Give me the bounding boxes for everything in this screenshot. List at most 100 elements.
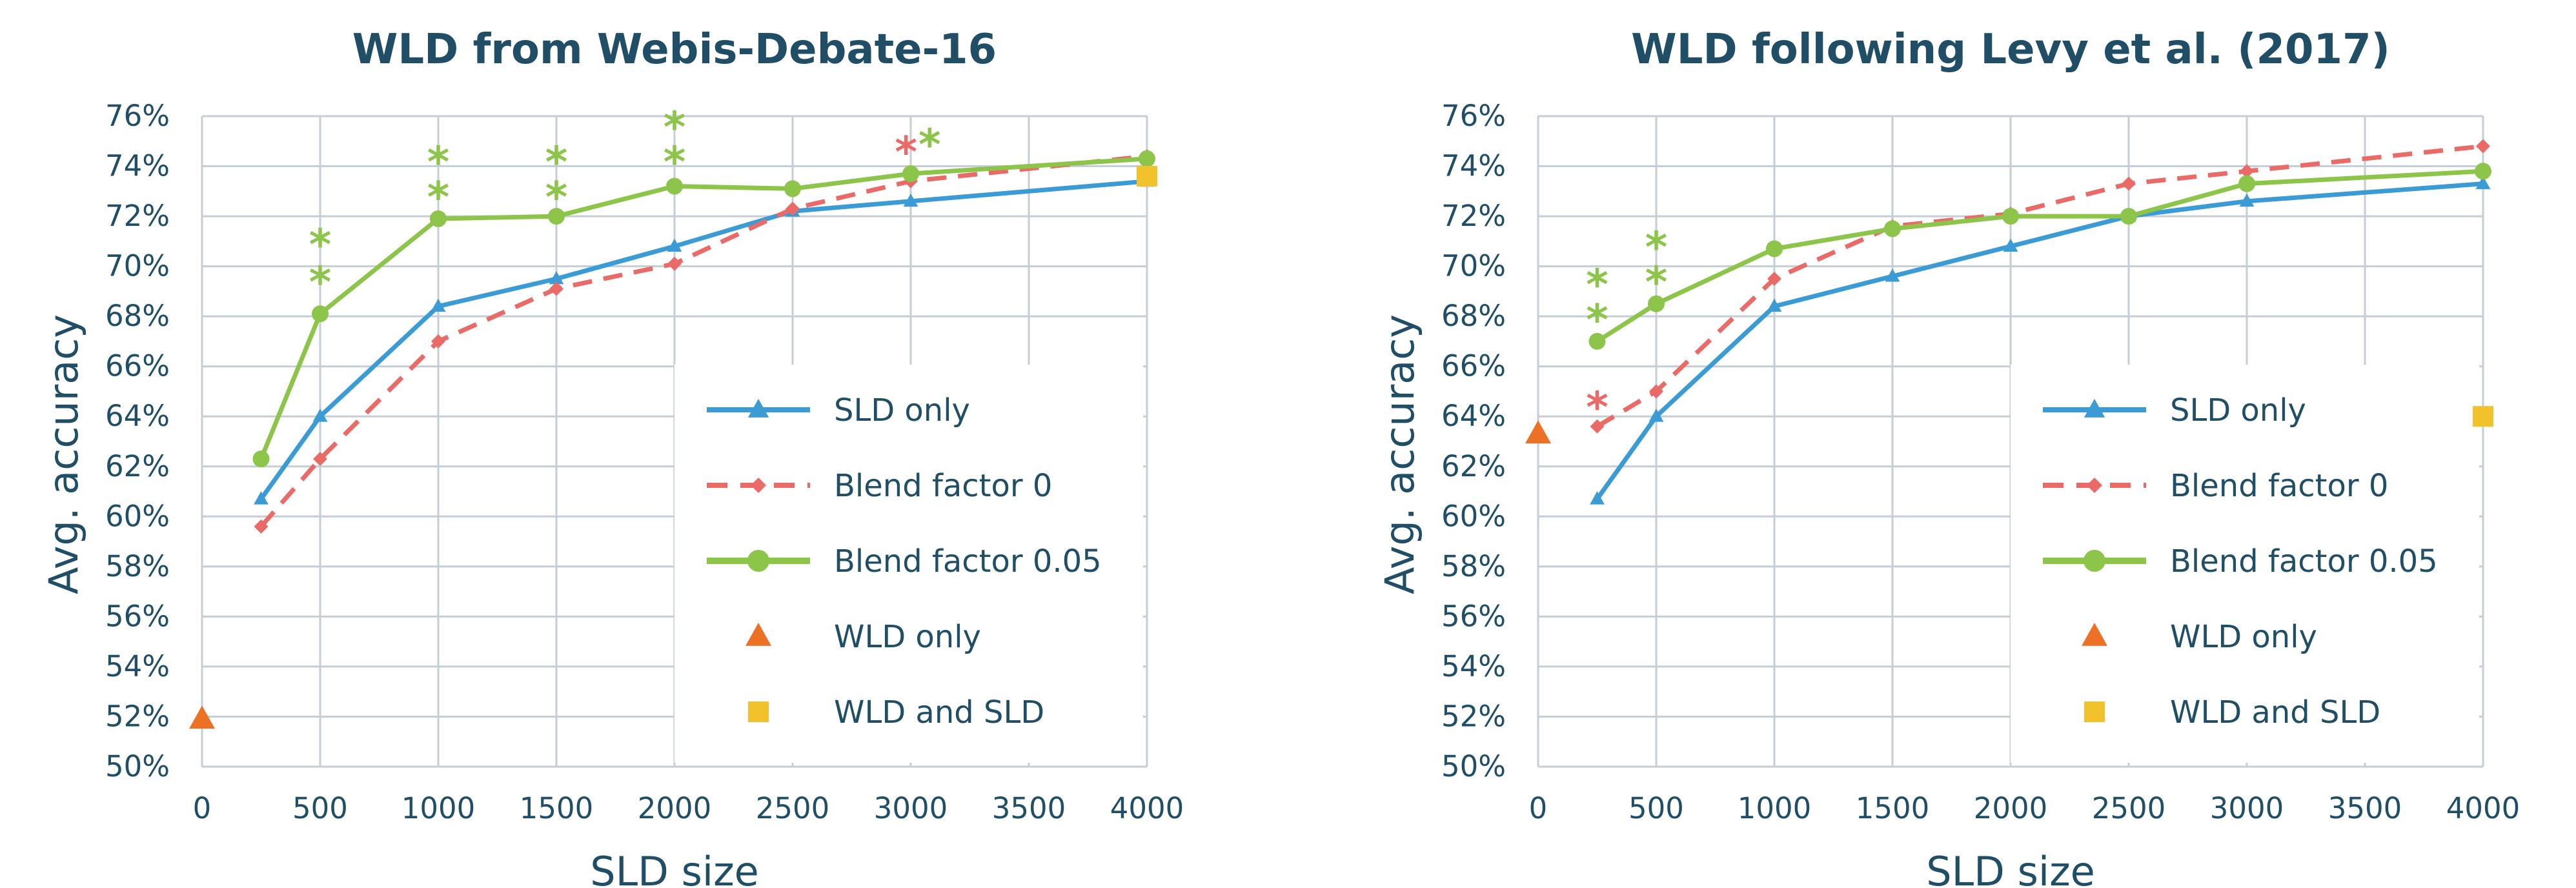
x-tick-label: 1500 [1856, 791, 1930, 825]
chart-title: WLD following Levy et al. (2017) [1631, 26, 2390, 74]
series-line-blend_0 [259, 154, 1148, 529]
legend-marker-blend_005 [2084, 550, 2105, 572]
legend-label-wld_only: WLD only [2170, 619, 2317, 655]
x-axis-label: SLD size [590, 848, 759, 888]
data-point-blend_005 [2238, 175, 2255, 192]
y-tick-label: 66% [105, 349, 170, 383]
y-tick-label: 56% [105, 599, 170, 633]
legend-label-wld_only: WLD only [834, 619, 981, 655]
data-point-wld_only [189, 705, 215, 729]
significance-marker: * [895, 128, 917, 177]
chart-panel-2: WLD following Levy et al. (2017) 50% 52% 54… [1376, 26, 2520, 888]
y-tick-label: 72% [1441, 199, 1506, 233]
x-tick-label: 4000 [2446, 791, 2520, 825]
y-tick-label: 60% [105, 499, 170, 533]
data-point-blend_005 [2002, 208, 2019, 225]
legend-label-blend_005: Blend factor 0.05 [2170, 543, 2438, 580]
significance-marker: * [1645, 223, 1668, 272]
data-point-blend_0 [786, 201, 800, 216]
chart-title: WLD from Webis-Debate-16 [352, 26, 997, 74]
data-point-sld_only [2475, 176, 2491, 190]
y-tick-label: 60% [1441, 499, 1506, 533]
y-tick-label: 58% [1441, 549, 1506, 583]
y-tick-label: 54% [105, 649, 170, 683]
y-tick-label: 54% [1441, 649, 1506, 683]
x-axis-label: SLD size [1926, 848, 2095, 888]
x-tick-label: 2500 [756, 791, 830, 825]
data-point-blend_005 [548, 208, 565, 225]
data-point-sld_only [254, 491, 269, 505]
x-tick-label: 4000 [1110, 791, 1184, 825]
data-point-blend_0 [431, 334, 445, 348]
significance-marker: * [664, 137, 686, 187]
y-tick-label: 50% [105, 749, 170, 783]
data-point-blend_005 [1139, 150, 1155, 167]
series-line-blend_005 [1596, 168, 2484, 343]
legend-marker-wld_and_sld [748, 701, 769, 722]
legend-marker-blend_0 [751, 478, 766, 493]
x-tick-label: 2000 [638, 791, 712, 825]
y-axis-label: Avg. accuracy [40, 314, 87, 594]
data-point-blend_0 [1767, 272, 1781, 286]
legend-label-blend_005: Blend factor 0.05 [834, 543, 1102, 580]
legend-marker-wld_only [2082, 623, 2107, 646]
legend-label-wld_and_sld: WLD and SLD [834, 694, 1044, 731]
y-tick-label: 74% [1441, 149, 1506, 183]
y-tick-label: 76% [1441, 99, 1506, 133]
y-tick-label: 52% [1441, 699, 1506, 733]
data-point-blend_0 [1590, 419, 1605, 434]
data-point-blend_0 [2122, 176, 2136, 191]
data-point-blend_0 [1649, 384, 1663, 399]
series-wld_only [189, 705, 215, 729]
data-point-blend_0 [2476, 139, 2490, 154]
x-tick-label: 3000 [874, 791, 948, 825]
x-tick-label: 1000 [1738, 791, 1812, 825]
series-line-sld_only [1595, 181, 2484, 501]
series-blend_005 [252, 150, 1155, 468]
legend-label-blend_0: Blend factor 0 [2170, 468, 2388, 504]
series-line-blend_005 [259, 156, 1148, 460]
data-point-wld_only [1525, 420, 1551, 444]
data-point-blend_0 [2240, 164, 2254, 179]
data-point-sld_only [1767, 298, 1782, 312]
data-point-blend_005 [1766, 240, 1783, 257]
data-point-sld_only [1590, 491, 1605, 505]
y-tick-label: 68% [1441, 299, 1506, 333]
legend-label-wld_and_sld: WLD and SLD [2170, 694, 2380, 731]
data-point-blend_005 [784, 180, 801, 197]
significance-marker: * [1645, 257, 1668, 307]
x-tick-label: 1000 [401, 791, 476, 825]
series-wld_and_sld [1137, 166, 1157, 187]
data-point-blend_005 [1648, 295, 1665, 312]
data-point-blend_0 [549, 281, 563, 296]
significance-marker: * [545, 172, 568, 222]
data-point-sld_only [1885, 268, 1900, 282]
legend: SLD only Blend factor 0 Blend factor 0.05 W… [2011, 365, 2479, 763]
x-tick-label: 2500 [2092, 791, 2166, 825]
data-point-blend_005 [312, 305, 329, 323]
significance-marker: * [1586, 260, 1608, 310]
significance-marker: * [545, 137, 568, 187]
chart-panel-1: WLD from Webis-Debate-16 50% 52% 54% 56% 58% 6… [40, 26, 1184, 888]
y-tick-label: 64% [105, 399, 170, 433]
legend-marker-wld_and_sld [2084, 701, 2105, 722]
y-tick-label: 66% [1441, 349, 1506, 383]
y-axis-label: Avg. accuracy [1376, 314, 1423, 594]
significance-marker: * [427, 172, 450, 222]
data-point-blend_005 [666, 177, 683, 195]
data-point-blend_0 [313, 452, 327, 467]
y-tick-label: 74% [105, 149, 170, 183]
legend-marker-wld_only [745, 623, 771, 646]
legend-label-blend_0: Blend factor 0 [834, 468, 1052, 504]
data-point-blend_005 [1884, 220, 1901, 237]
significance-marker: * [918, 120, 941, 170]
legend-marker-blend_005 [747, 550, 769, 572]
x-tick-label: 2000 [1974, 791, 2048, 825]
y-tick-label: 56% [1441, 599, 1506, 633]
data-point-sld_only [903, 193, 918, 207]
data-point-blend_005 [252, 450, 270, 468]
data-point-sld_only [431, 298, 446, 312]
data-point-blend_0 [254, 519, 269, 534]
data-point-blend_005 [902, 165, 919, 183]
